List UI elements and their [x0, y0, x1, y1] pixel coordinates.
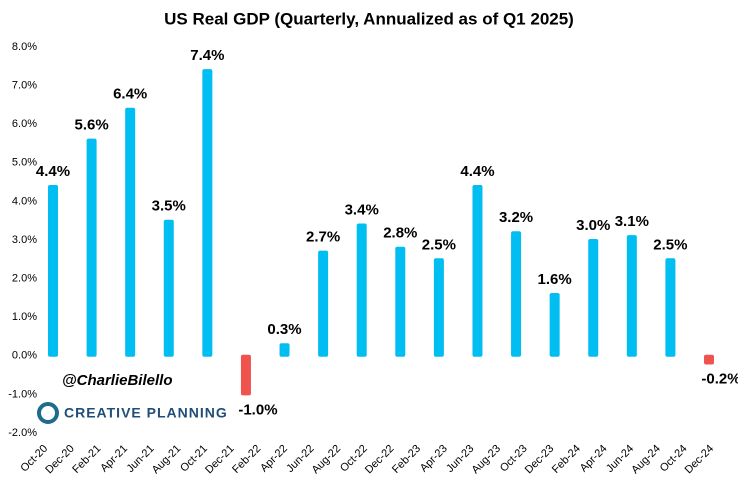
data-label: 7.4% — [190, 47, 224, 64]
bar — [433, 258, 444, 357]
y-tick-label: 1.0% — [12, 311, 37, 323]
data-label: 3.4% — [345, 202, 379, 219]
bar — [125, 107, 136, 357]
bar — [279, 343, 290, 357]
logo-text: CREATIVE PLANNING — [64, 405, 228, 421]
bar — [48, 184, 58, 357]
bar — [356, 223, 367, 357]
data-label: 6.4% — [113, 86, 147, 103]
data-label: 3.5% — [152, 198, 186, 215]
data-label: 4.4% — [36, 163, 70, 180]
data-label: -1.0% — [238, 401, 277, 418]
bar — [202, 69, 213, 357]
data-label: 2.8% — [383, 225, 417, 242]
data-label: 3.2% — [499, 209, 533, 226]
handle: @CharlieBilello — [62, 372, 173, 389]
data-label: -0.2% — [701, 370, 738, 387]
bar — [511, 231, 522, 357]
data-label: 4.4% — [460, 163, 494, 180]
bar — [395, 246, 406, 357]
bar — [549, 293, 560, 357]
y-tick-label: 4.0% — [12, 195, 37, 207]
chart-title: US Real GDP (Quarterly, Annualized as of… — [164, 9, 574, 28]
data-label: 2.5% — [422, 236, 456, 253]
y-tick-label: 5.0% — [12, 157, 37, 169]
y-tick-label: 3.0% — [12, 234, 37, 246]
bar — [665, 258, 676, 357]
bar — [318, 250, 329, 357]
bar — [588, 239, 599, 357]
logo-icon — [37, 402, 59, 424]
logo: CREATIVE PLANNING — [37, 402, 228, 424]
data-label: 3.1% — [615, 213, 649, 230]
y-tick-label: -1.0% — [8, 388, 37, 400]
bar — [472, 184, 483, 357]
y-tick-label: 7.0% — [12, 80, 37, 92]
bar — [163, 219, 174, 357]
data-label: 2.5% — [653, 236, 687, 253]
bar — [704, 354, 714, 365]
data-label: 3.0% — [576, 217, 610, 234]
bar — [240, 354, 251, 396]
y-tick-label: 8.0% — [12, 41, 37, 53]
data-label: 0.3% — [267, 321, 301, 338]
data-label: 1.6% — [538, 271, 572, 288]
y-tick-label: 6.0% — [12, 118, 37, 130]
bar — [86, 138, 97, 357]
bar — [626, 235, 637, 357]
data-label: 5.6% — [74, 117, 108, 134]
y-tick-label: 2.0% — [12, 273, 37, 285]
y-tick-label: -2.0% — [8, 427, 37, 439]
y-tick-label: 0.0% — [12, 350, 37, 362]
data-label: 2.7% — [306, 229, 340, 246]
